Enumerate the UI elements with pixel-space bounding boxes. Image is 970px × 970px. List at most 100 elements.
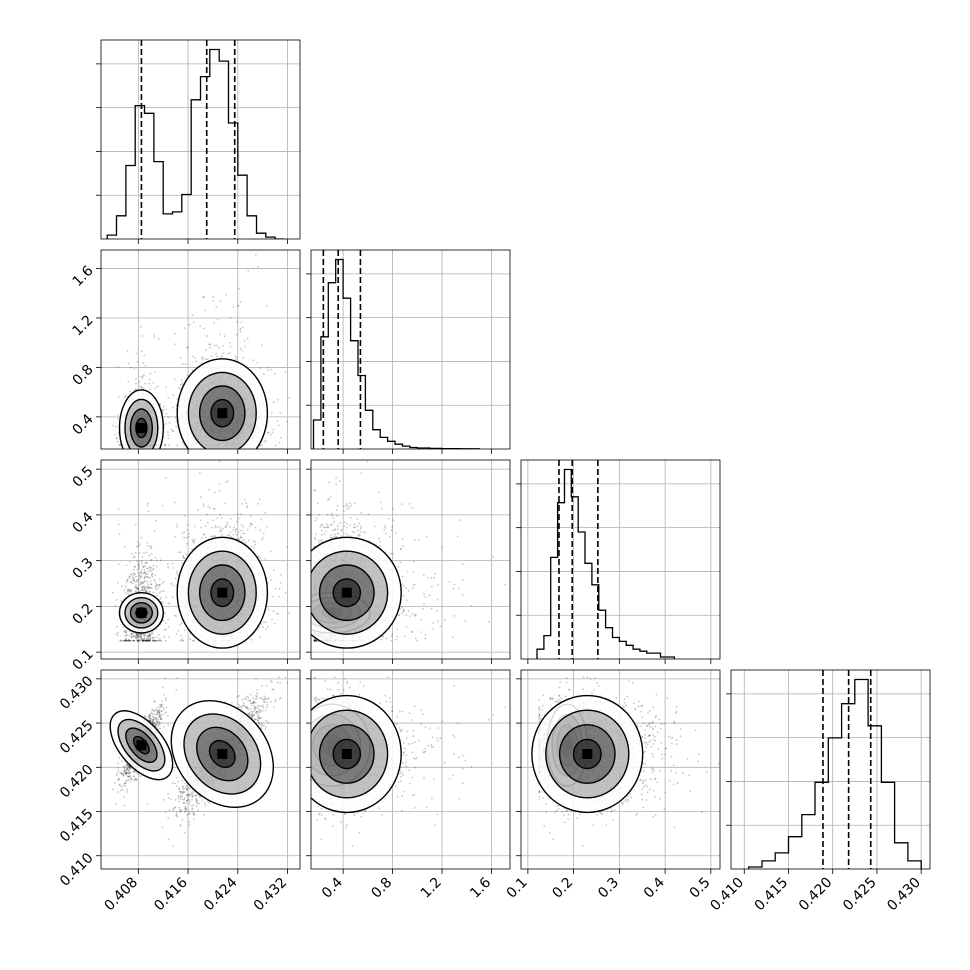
sample-point bbox=[135, 382, 137, 385]
sample-point bbox=[206, 458, 208, 460]
histogram-bar bbox=[182, 195, 191, 239]
sample-point bbox=[172, 584, 175, 587]
panel-frame bbox=[310, 249, 511, 450]
sample-point bbox=[115, 425, 117, 428]
sample-point bbox=[219, 530, 222, 533]
sample-point bbox=[125, 629, 128, 632]
y-tick-label: 0.4 bbox=[70, 411, 97, 438]
sample-point bbox=[274, 588, 277, 590]
sample-point bbox=[234, 531, 237, 533]
sample-point bbox=[254, 541, 257, 543]
sample-point bbox=[149, 388, 152, 391]
sample-point bbox=[263, 621, 265, 623]
sample-point bbox=[160, 590, 163, 593]
sample-point bbox=[140, 386, 143, 389]
sample-point bbox=[117, 632, 119, 634]
sample-point bbox=[241, 503, 244, 505]
sample-point bbox=[164, 477, 167, 479]
sample-point bbox=[187, 532, 190, 535]
sample-point bbox=[171, 562, 174, 565]
sample-point bbox=[145, 551, 148, 554]
sample-point bbox=[117, 523, 120, 526]
histogram-bar bbox=[256, 233, 265, 239]
sample-point bbox=[163, 444, 166, 447]
sample-point bbox=[126, 578, 129, 581]
histogram-bar bbox=[173, 212, 182, 239]
histogram-bar bbox=[343, 298, 350, 449]
sample-point bbox=[265, 305, 268, 307]
sample-point bbox=[172, 430, 175, 432]
sample-point bbox=[164, 423, 167, 425]
sample-point bbox=[186, 374, 189, 377]
sample-point bbox=[176, 570, 178, 573]
sample-point bbox=[218, 483, 221, 486]
sample-point bbox=[136, 545, 138, 548]
sample-point bbox=[130, 366, 133, 369]
sample-point bbox=[134, 388, 137, 391]
sample-point bbox=[212, 519, 215, 522]
sample-point bbox=[115, 633, 117, 635]
sample-point bbox=[117, 366, 120, 368]
sample-point bbox=[117, 395, 120, 398]
sample-point bbox=[192, 355, 194, 358]
sample-point bbox=[171, 429, 174, 432]
sample-point bbox=[179, 623, 182, 626]
histogram-bar bbox=[201, 77, 210, 239]
sample-point bbox=[234, 358, 237, 361]
sample-point bbox=[141, 560, 143, 562]
sample-point bbox=[216, 526, 219, 529]
density-peak bbox=[217, 408, 228, 419]
sample-point bbox=[257, 265, 259, 268]
sample-point bbox=[264, 558, 267, 560]
sample-point bbox=[125, 639, 127, 642]
sample-point bbox=[158, 639, 161, 642]
sample-point bbox=[174, 417, 177, 419]
sample-point bbox=[177, 630, 180, 632]
sample-point bbox=[141, 562, 144, 564]
sample-point bbox=[206, 358, 209, 360]
sample-point bbox=[213, 491, 216, 494]
sample-point bbox=[116, 440, 119, 443]
sample-point bbox=[149, 545, 152, 547]
sample-point bbox=[151, 575, 154, 578]
sample-point bbox=[165, 596, 168, 599]
histogram-bar bbox=[373, 430, 380, 449]
sample-point bbox=[242, 356, 245, 359]
sample-point bbox=[237, 531, 240, 534]
sample-point bbox=[186, 346, 189, 348]
histogram-bar bbox=[358, 376, 365, 449]
sample-point bbox=[229, 531, 232, 533]
histogram-bar bbox=[351, 341, 358, 449]
sample-point bbox=[267, 369, 269, 372]
sample-point bbox=[277, 612, 279, 615]
sample-point bbox=[127, 380, 130, 383]
sample-point bbox=[152, 591, 155, 594]
histogram-bar bbox=[135, 106, 144, 239]
sample-point bbox=[140, 350, 143, 353]
sample-point bbox=[141, 568, 144, 571]
sample-point bbox=[278, 441, 281, 444]
sample-point bbox=[131, 639, 134, 642]
sample-point bbox=[191, 539, 194, 541]
sample-point bbox=[170, 582, 173, 585]
sample-point bbox=[244, 498, 246, 501]
sample-point bbox=[267, 431, 269, 434]
sample-point bbox=[167, 625, 170, 628]
sample-point bbox=[132, 574, 135, 576]
sample-point bbox=[142, 387, 145, 390]
sample-point bbox=[274, 372, 276, 375]
sample-point bbox=[151, 637, 154, 639]
sample-point bbox=[157, 634, 160, 636]
sample-point bbox=[159, 591, 161, 594]
histogram-bar bbox=[336, 259, 343, 449]
sample-point bbox=[260, 538, 263, 541]
sample-point bbox=[266, 367, 269, 369]
sample-point bbox=[203, 327, 205, 330]
sample-point bbox=[140, 575, 143, 577]
sample-point bbox=[234, 355, 237, 357]
sample-point bbox=[239, 347, 242, 350]
sample-point bbox=[179, 639, 182, 642]
sample-point bbox=[229, 317, 232, 319]
sample-point bbox=[117, 417, 119, 420]
sample-point bbox=[265, 621, 267, 624]
